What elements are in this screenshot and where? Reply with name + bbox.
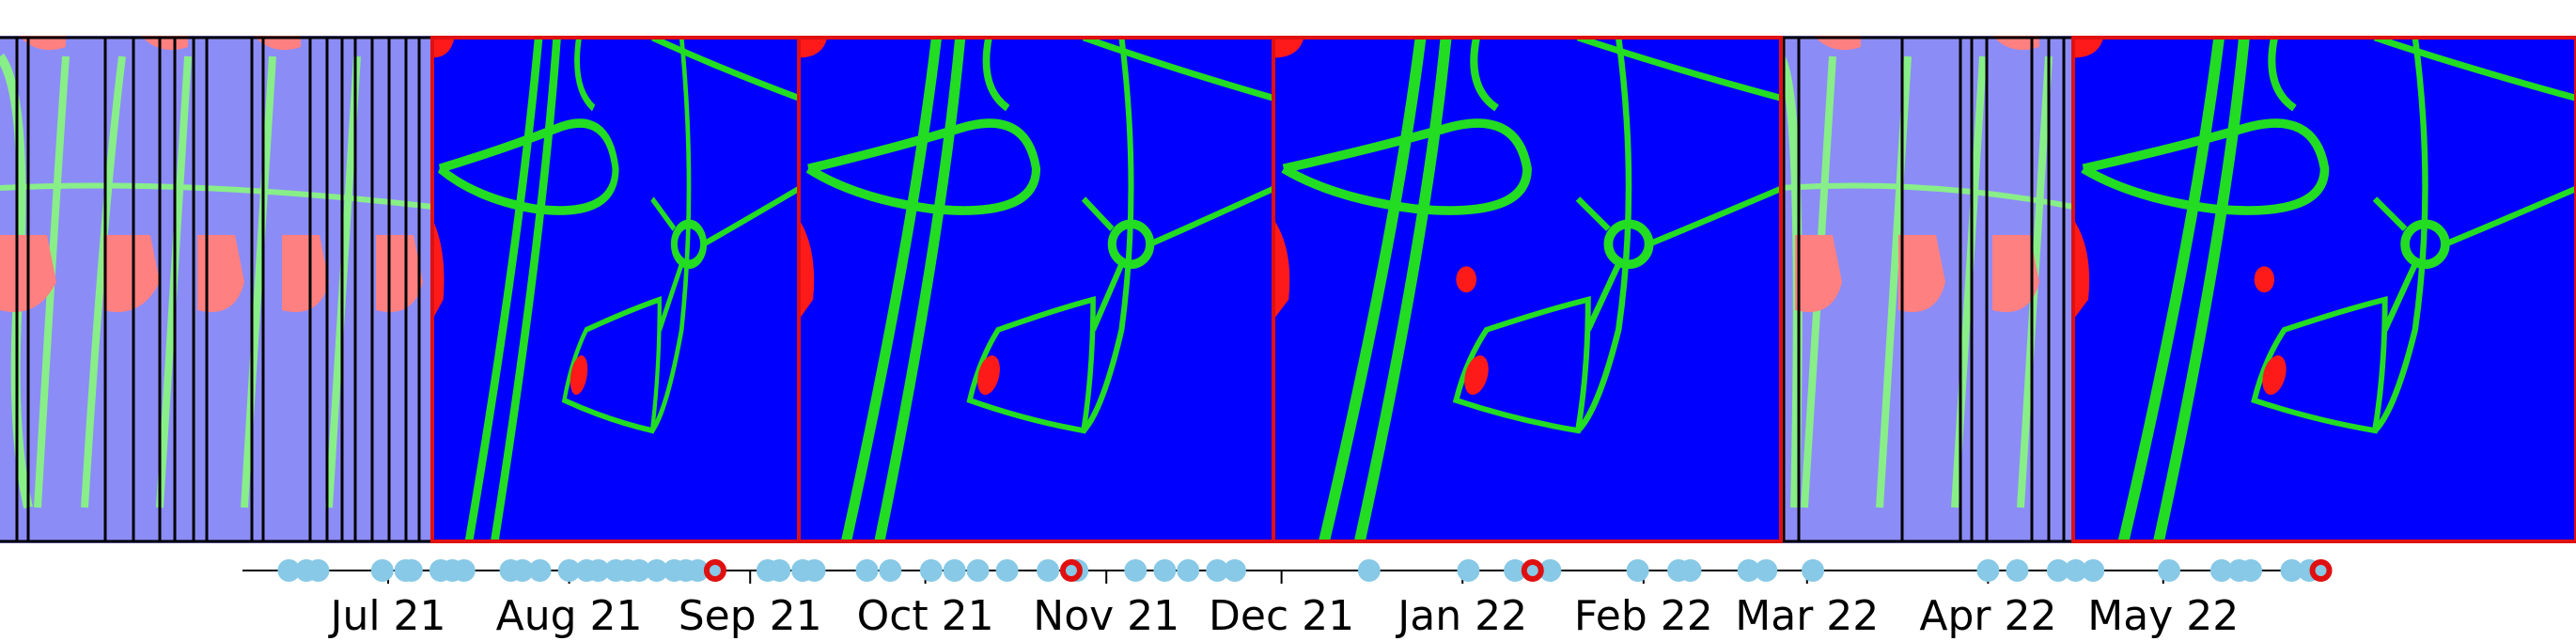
observation-dot xyxy=(768,559,791,582)
selected-map-frame-4 xyxy=(2071,36,2576,543)
observation-dot xyxy=(1037,559,1060,582)
observation-dot xyxy=(370,559,394,582)
observation-dot xyxy=(2158,559,2180,582)
timeline-observation-dots xyxy=(277,559,2321,582)
selected-map-frame-1 xyxy=(430,36,801,543)
segmentation-frame-strip xyxy=(0,36,2576,543)
observation-dot xyxy=(943,559,966,582)
observation-dot xyxy=(1755,559,1778,582)
observation-dot xyxy=(879,559,902,582)
observation-dot xyxy=(528,559,552,582)
observation-dot xyxy=(557,559,581,582)
observation-dot xyxy=(2209,559,2233,582)
observation-dot xyxy=(855,559,879,582)
observation-dot xyxy=(1504,559,1527,582)
observation-dot xyxy=(1153,559,1177,582)
observation-dot xyxy=(399,559,423,582)
observation-dot xyxy=(2046,559,2069,582)
month-label: Nov 21 xyxy=(1033,592,1179,640)
month-label: Jan 22 xyxy=(1395,592,1527,640)
observation-dot xyxy=(1737,559,1760,582)
month-label: Jul 21 xyxy=(327,592,445,640)
observation-dot xyxy=(1457,559,1480,582)
month-label: Apr 22 xyxy=(1919,592,2056,640)
observation-dot xyxy=(1802,559,1824,582)
faded-thumbnail-stack-right xyxy=(1775,36,2074,543)
observation-dot xyxy=(803,559,826,582)
selected-map-frame-2 xyxy=(797,36,1275,543)
timeline-selected-markers xyxy=(703,559,2333,582)
observation-dot xyxy=(1538,559,1562,582)
selected-frame-marker xyxy=(2309,559,2333,582)
observation-dot xyxy=(1223,559,1246,582)
observation-dot xyxy=(452,559,476,582)
observation-dot xyxy=(1357,559,1381,582)
observation-dot xyxy=(1177,559,1200,582)
acquisition-timeline: Jul 21 Aug 21 Sep 21 Oct 21 Nov 21 Dec 21 Jan … xyxy=(242,559,2333,640)
observation-dot xyxy=(686,559,710,582)
observation-dot xyxy=(2082,559,2105,582)
observation-dot xyxy=(1206,559,1229,582)
observation-dot xyxy=(2006,559,2029,582)
faded-thumbnail-stack-left xyxy=(0,36,433,543)
month-label: Sep 21 xyxy=(679,592,822,640)
observation-dot xyxy=(645,559,668,582)
selected-frame-marker xyxy=(1059,559,1083,582)
month-label: Dec 21 xyxy=(1209,592,1354,640)
observation-dot xyxy=(919,559,943,582)
observation-dot xyxy=(1626,559,1649,582)
timeline-month-labels: Jul 21 Aug 21 Sep 21 Oct 21 Nov 21 Dec 21 Jan … xyxy=(327,592,2239,640)
observation-dot xyxy=(1124,559,1147,582)
selected-map-frame-3 xyxy=(1272,36,1783,543)
month-label: Mar 22 xyxy=(1735,592,1879,640)
month-label: Aug 21 xyxy=(496,592,643,640)
selected-frame-marker xyxy=(703,559,726,582)
observation-dot xyxy=(2064,559,2087,582)
observation-dot xyxy=(277,559,301,582)
selected-frame-marker xyxy=(1521,559,1544,582)
observation-dot xyxy=(2239,559,2262,582)
observation-dot xyxy=(1678,559,1702,582)
month-label: May 22 xyxy=(2087,592,2239,640)
observation-dot xyxy=(628,559,651,582)
observation-dot xyxy=(995,559,1019,582)
month-label: Feb 22 xyxy=(1574,592,1713,640)
observation-dot xyxy=(306,559,330,582)
observation-dot xyxy=(2280,559,2303,582)
observation-dot xyxy=(510,559,534,582)
observation-dot xyxy=(966,559,990,582)
observation-dot xyxy=(1976,559,2000,582)
month-label: Oct 21 xyxy=(857,592,994,640)
observation-dot xyxy=(586,559,610,582)
